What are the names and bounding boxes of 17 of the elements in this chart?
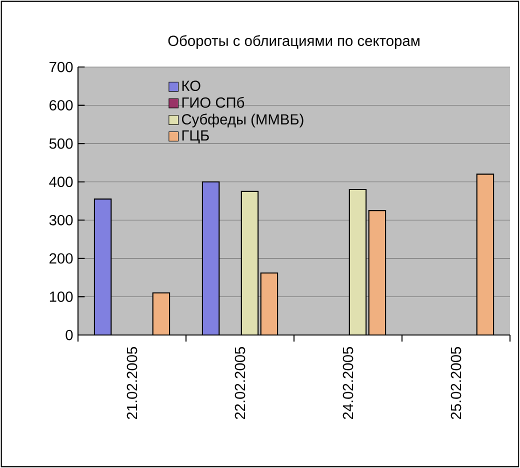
y-tick-label: 400 [49, 176, 73, 188]
legend-label: КО [182, 80, 200, 92]
legend-label: ГИО СПб [182, 96, 244, 108]
x-tick-label: 25.02.2005 [450, 347, 462, 420]
legend-label: Субфеды (ММВБ) [182, 114, 304, 128]
x-tick-label: 21.02.2005 [126, 347, 138, 420]
y-tick-label: 300 [49, 214, 73, 226]
legend-label: ГЦБ [182, 130, 209, 144]
x-tick-label: 24.02.2005 [342, 347, 354, 420]
y-tick-label: 500 [49, 138, 73, 149]
y-tick-label: 600 [50, 100, 73, 110]
y-tick-label: 0 [66, 330, 73, 340]
y-tick-label: 200 [50, 253, 73, 264]
chart-title: Обороты с облигациями по секторам [168, 35, 420, 49]
x-tick-label: 22.02.2005 [234, 347, 246, 420]
y-tick-label: 100 [50, 292, 73, 302]
y-tick-label: 700 [50, 62, 73, 72]
